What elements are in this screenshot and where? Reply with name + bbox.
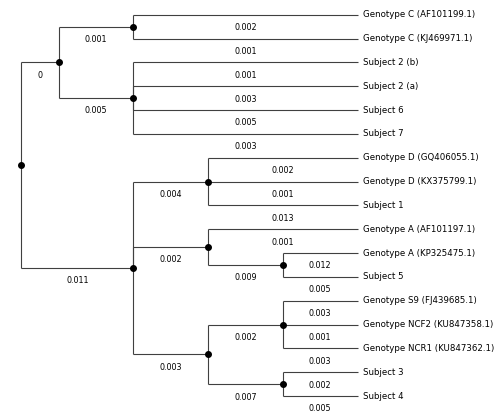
Text: Subject 2 (a): Subject 2 (a) xyxy=(363,82,418,91)
Text: Genotype NCR1 (KU847362.1): Genotype NCR1 (KU847362.1) xyxy=(363,344,494,353)
Text: 0.009: 0.009 xyxy=(234,274,257,282)
Text: 0.005: 0.005 xyxy=(234,118,257,128)
Text: 0.001: 0.001 xyxy=(85,35,108,44)
Text: Genotype D (GQ406055.1): Genotype D (GQ406055.1) xyxy=(363,153,478,162)
Text: 0.003: 0.003 xyxy=(234,95,256,103)
Text: 0.001: 0.001 xyxy=(272,238,294,246)
Text: 0.002: 0.002 xyxy=(272,166,294,175)
Text: Genotype D (KX375799.1): Genotype D (KX375799.1) xyxy=(363,177,476,186)
Text: Genotype NCF2 (KU847358.1): Genotype NCF2 (KU847358.1) xyxy=(363,320,494,329)
Text: 0.005: 0.005 xyxy=(309,285,332,294)
Text: 0.012: 0.012 xyxy=(309,261,332,271)
Text: 0.002: 0.002 xyxy=(160,256,182,264)
Text: Genotype A (AF101197.1): Genotype A (AF101197.1) xyxy=(363,225,475,234)
Text: 0.001: 0.001 xyxy=(234,71,256,80)
Text: Subject 1: Subject 1 xyxy=(363,201,404,210)
Text: Subject 7: Subject 7 xyxy=(363,129,404,138)
Text: Genotype S9 (FJ439685.1): Genotype S9 (FJ439685.1) xyxy=(363,296,477,305)
Text: 0.002: 0.002 xyxy=(234,23,257,32)
Text: Genotype C (AF101199.1): Genotype C (AF101199.1) xyxy=(363,10,475,19)
Text: 0.003: 0.003 xyxy=(309,357,332,366)
Text: 0.013: 0.013 xyxy=(272,214,294,223)
Text: 0.001: 0.001 xyxy=(272,190,294,199)
Text: Genotype C (KJ469971.1): Genotype C (KJ469971.1) xyxy=(363,34,472,43)
Text: Genotype A (KP325475.1): Genotype A (KP325475.1) xyxy=(363,249,475,258)
Text: 0.005: 0.005 xyxy=(85,106,108,116)
Text: 0.001: 0.001 xyxy=(309,333,332,342)
Text: 0.005: 0.005 xyxy=(309,404,332,414)
Text: 0.003: 0.003 xyxy=(160,363,182,372)
Text: 0.002: 0.002 xyxy=(309,381,332,389)
Text: Subject 4: Subject 4 xyxy=(363,392,404,401)
Text: 0: 0 xyxy=(38,71,43,80)
Text: Subject 3: Subject 3 xyxy=(363,368,404,377)
Text: 0.002: 0.002 xyxy=(234,333,257,342)
Text: 0.003: 0.003 xyxy=(309,309,332,318)
Text: Subject 2 (b): Subject 2 (b) xyxy=(363,58,418,67)
Text: 0.004: 0.004 xyxy=(160,190,182,199)
Text: 0.007: 0.007 xyxy=(234,392,257,402)
Text: 0.011: 0.011 xyxy=(66,276,88,285)
Text: 0.003: 0.003 xyxy=(234,142,256,151)
Text: Subject 5: Subject 5 xyxy=(363,272,404,281)
Text: 0.001: 0.001 xyxy=(234,47,256,56)
Text: Subject 6: Subject 6 xyxy=(363,106,404,115)
